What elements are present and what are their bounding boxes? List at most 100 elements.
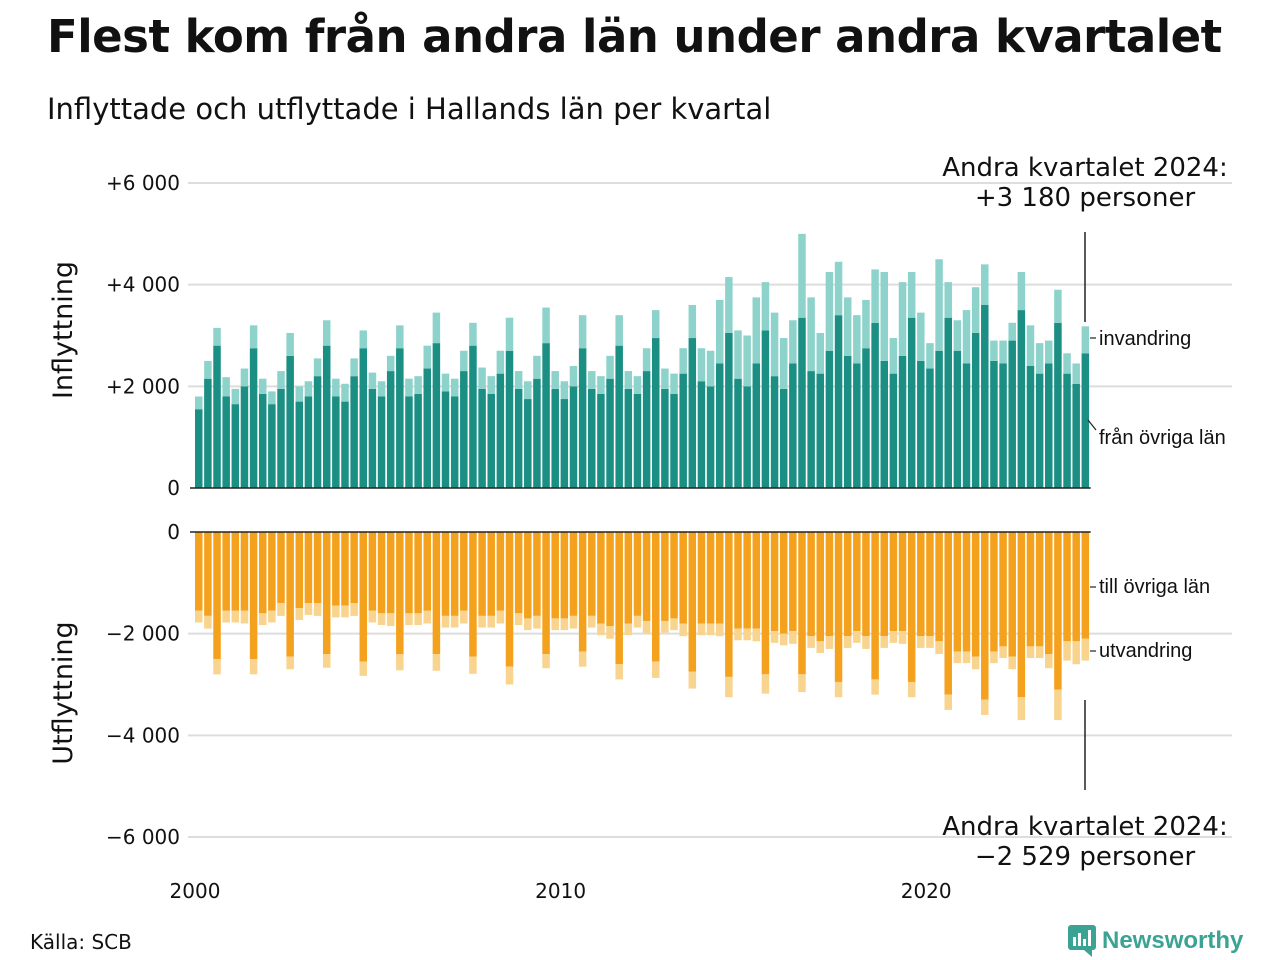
bar-inflow-immigration [386,355,395,372]
bar-outflow-emigration [350,603,358,616]
bar-inflow-domestic [715,363,724,488]
bar-inflow-domestic [533,378,541,488]
bar-inflow-immigration [862,299,870,349]
bar-inflow-immigration [332,378,340,397]
bar-inflow-immigration [359,330,368,349]
bar-inflow-immigration [560,381,569,400]
legend-leader-fran-ovriga-lan [1087,419,1097,431]
bar-outflow-emigration [450,615,459,628]
bar-outflow-domestic [231,532,240,611]
bar-inflow-immigration [295,386,304,402]
bar-outflow-emigration [834,681,843,698]
bar-inflow-immigration [1035,343,1044,374]
bar-inflow-immigration [706,350,715,387]
bar-inflow-immigration [935,259,943,351]
bar-inflow-immigration [588,371,596,389]
bar-outflow-emigration [195,610,203,623]
bar-inflow-domestic [222,396,230,488]
bar-inflow-immigration [990,340,998,361]
bar-outflow-domestic [560,532,569,619]
bar-outflow-domestic [962,532,971,652]
inflow-y-tick-label: 0 [167,476,180,500]
bar-inflow-immigration [1008,322,1016,341]
bar-inflow-domestic [642,371,651,488]
bar-outflow-emigration [341,605,349,618]
bar-outflow-domestic [725,532,733,677]
bar-inflow-domestic [816,373,825,488]
bar-inflow-immigration [286,332,294,356]
bar-inflow-domestic [871,322,879,488]
annotation-layer: Andra kvartalet 2024: +3 180 personer An… [942,153,1227,872]
outflow-y-tick-label: 0 [167,520,180,544]
bar-inflow-domestic [578,348,587,488]
bar-inflow-domestic [560,399,569,488]
bar-outflow-domestic [533,532,541,616]
bar-inflow-immigration [569,366,578,387]
bar-inflow-immigration [487,376,495,394]
outflow-y-tick-label: −4 000 [106,723,180,747]
bar-inflow-immigration [195,396,203,410]
bar-inflow-immigration [1072,363,1080,384]
bar-inflow-immigration [496,350,505,374]
bar-inflow-domestic [213,345,221,488]
bar-inflow-immigration [222,377,230,397]
bar-outflow-domestic [1054,532,1062,690]
bar-inflow-domestic [396,348,404,488]
outflow-y-tick-label: −2 000 [106,622,180,646]
bar-outflow-domestic [258,532,267,614]
bar-outflow-domestic [524,532,532,619]
bar-outflow-domestic [670,532,678,619]
bar-inflow-immigration [679,348,687,374]
legend-invandring: invandring [1099,328,1191,350]
bar-inflow-domestic [258,393,267,488]
bar-inflow-domestic [825,350,834,488]
bar-inflow-domestic [843,355,852,488]
bar-outflow-emigration [999,646,1007,659]
bar-inflow-immigration [734,330,742,379]
bar-inflow-immigration [688,305,697,339]
bar-outflow-domestic [752,532,761,629]
bar-inflow-domestic [249,348,258,488]
bar-inflow-immigration [798,233,806,318]
bar-inflow-domestic [450,396,459,488]
bar-outflow-domestic [386,532,395,614]
bar-inflow-domestic [706,386,715,488]
bar-outflow-domestic [213,532,221,660]
bar-outflow-domestic [971,532,980,657]
bar-inflow-domestic [661,388,669,488]
bar-outflow-domestic [871,532,879,680]
bar-outflow-domestic [322,532,331,654]
bar-outflow-domestic [1017,532,1026,698]
outflow-annotation-line1: Andra kvartalet 2024: [942,812,1227,842]
bar-inflow-immigration [725,277,733,333]
outflow-y-tick-label: −6 000 [106,825,180,849]
bar-inflow-domestic [268,404,276,488]
bar-inflow-immigration [551,371,559,389]
bar-outflow-emigration [880,636,888,648]
bar-inflow-immigration [505,317,514,351]
bar-outflow-emigration [752,628,761,642]
bar-outflow-domestic [679,532,687,624]
bar-inflow-domestic [322,345,331,488]
bar-inflow-immigration [779,338,788,389]
bar-inflow-domestic [1081,353,1090,488]
bar-outflow-domestic [505,532,514,667]
bar-inflow-domestic [688,338,697,488]
bar-outflow-domestic [478,532,486,616]
bar-inflow-domestic [286,355,294,488]
bar-inflow-immigration [322,320,331,346]
bar-outflow-emigration [460,610,468,624]
bar-outflow-emigration [332,605,340,618]
bar-outflow-domestic [624,532,633,624]
bar-outflow-domestic [249,532,258,660]
bar-outflow-domestic [405,532,413,614]
bar-inflow-domestic [889,373,898,488]
bar-inflow-immigration [670,373,678,394]
bar-inflow-immigration [898,282,907,356]
bar-outflow-domestic [423,532,431,611]
bar-inflow-domestic [1045,363,1053,488]
bar-inflow-domestic [743,386,751,488]
bar-inflow-immigration [258,378,267,394]
bar-inflow-immigration [478,367,486,389]
bar-outflow-domestic [706,532,715,624]
